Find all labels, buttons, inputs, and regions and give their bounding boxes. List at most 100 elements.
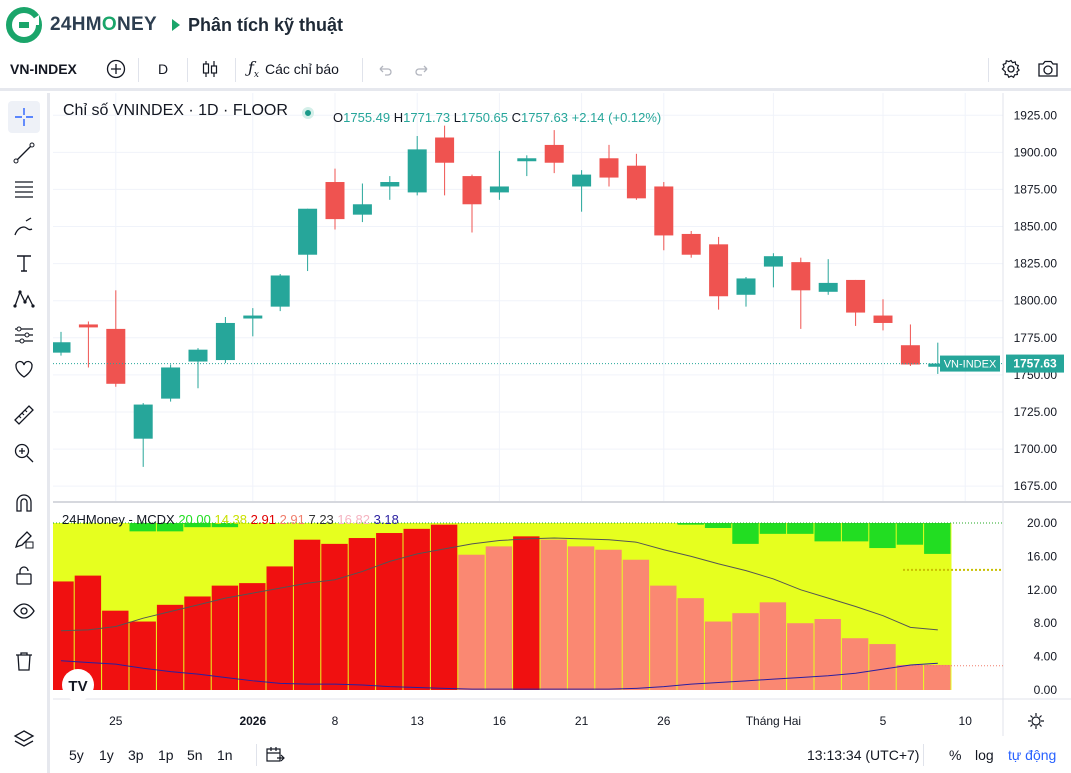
add-circle-icon bbox=[106, 59, 126, 79]
indicator-axis-label: 4.00 bbox=[1034, 650, 1058, 664]
indicator-legend: 24HMoney - MCDX 20.00 14.38 2.91 2.91 7.… bbox=[62, 512, 399, 527]
timezone-button[interactable]: 13:13:34 (UTC+7) bbox=[807, 747, 920, 763]
price-axis-label: 1675.00 bbox=[1014, 479, 1058, 493]
mcdx-red-bar bbox=[896, 664, 924, 690]
lock-all-tool[interactable] bbox=[10, 561, 38, 589]
go-to-date-button[interactable] bbox=[265, 746, 285, 767]
undo-icon bbox=[379, 65, 392, 76]
mcdx-green-bar bbox=[677, 523, 704, 525]
candle-body bbox=[243, 315, 263, 319]
crosshair-tool[interactable] bbox=[8, 101, 40, 133]
mcdx-green-bar bbox=[704, 523, 732, 529]
redo-icon bbox=[415, 65, 428, 76]
measure-tool[interactable] bbox=[10, 401, 38, 429]
time-axis-label: 13 bbox=[411, 714, 425, 728]
price-axis-label: 1850.00 bbox=[1014, 220, 1058, 234]
mcdx-red-bar bbox=[458, 554, 485, 690]
mcdx-red-bar bbox=[567, 546, 595, 690]
indicators-button[interactable]: ƒx Các chỉ báo bbox=[248, 50, 339, 88]
range-button-3p[interactable]: 3p bbox=[128, 747, 144, 763]
brand-text-a: 24HM bbox=[50, 14, 102, 35]
range-button-5n[interactable]: 5n bbox=[187, 747, 203, 763]
candle-body bbox=[106, 328, 126, 384]
candle-body bbox=[572, 174, 592, 187]
auto-scale-toggle[interactable]: tự động bbox=[1008, 747, 1057, 763]
price-axis-label: 1725.00 bbox=[1014, 405, 1058, 419]
remove-drawings-tool[interactable] bbox=[10, 647, 38, 675]
chart-type-button[interactable] bbox=[200, 50, 220, 88]
high-value: 1771.73 bbox=[403, 110, 451, 125]
candle-body bbox=[53, 342, 71, 353]
percent-toggle[interactable]: % bbox=[949, 747, 962, 763]
mcdx-green-bar bbox=[759, 523, 787, 534]
fib-tool[interactable] bbox=[10, 175, 38, 203]
lock-icon bbox=[16, 566, 32, 585]
range-button-1n[interactable]: 1n bbox=[217, 747, 233, 763]
candle-body bbox=[736, 278, 756, 295]
redo-button[interactable] bbox=[413, 50, 431, 88]
mcdx-red-bar bbox=[924, 664, 951, 690]
lock-drawing-tool[interactable] bbox=[10, 525, 38, 553]
candle-body bbox=[407, 149, 427, 193]
mcdx-green-bar bbox=[787, 523, 814, 534]
indicator-axis-label: 20.00 bbox=[1027, 516, 1057, 530]
camera-icon bbox=[1038, 60, 1058, 77]
hide-drawings-tool[interactable] bbox=[10, 597, 38, 625]
gear-icon bbox=[1001, 59, 1020, 79]
indicator-value: 7.23 bbox=[304, 512, 334, 527]
brand-logo-text: 24HMONEY bbox=[50, 14, 157, 36]
mcdx-red-bar bbox=[622, 559, 650, 690]
mcdx-green-bar bbox=[841, 523, 869, 542]
mcdx-green-bar bbox=[156, 523, 184, 532]
calendar-arrow-icon bbox=[266, 747, 285, 762]
mcdx-red-bar bbox=[293, 539, 321, 690]
mcdx-red-bar bbox=[266, 566, 293, 690]
bottom-divider bbox=[256, 744, 257, 766]
candle-body bbox=[846, 279, 866, 313]
pattern-tool[interactable] bbox=[10, 285, 38, 313]
screenshot-button[interactable] bbox=[1036, 50, 1060, 88]
brush-tool[interactable] bbox=[10, 213, 38, 241]
indicator-axis-label: 12.00 bbox=[1027, 583, 1057, 597]
low-value: 1750.65 bbox=[461, 110, 508, 125]
candle-body bbox=[763, 256, 783, 267]
candle-body bbox=[270, 275, 290, 307]
logo-icon[interactable] bbox=[6, 7, 42, 43]
magnet-icon bbox=[16, 494, 32, 512]
settings-button[interactable] bbox=[1000, 50, 1022, 88]
zoom-tool[interactable] bbox=[10, 439, 38, 467]
undo-button[interactable] bbox=[376, 50, 394, 88]
indicator-axis-label: 0.00 bbox=[1034, 683, 1058, 697]
mcdx-red-bar bbox=[732, 613, 759, 690]
mcdx-red-bar bbox=[650, 585, 677, 690]
interval-button[interactable]: D bbox=[158, 61, 169, 77]
candle-body bbox=[517, 158, 537, 162]
breadcrumb-arrow-icon bbox=[172, 19, 180, 31]
page-title: Phân tích kỹ thuật bbox=[188, 15, 344, 35]
pattern-icon bbox=[13, 290, 35, 308]
candles-icon bbox=[202, 61, 218, 77]
range-button-1p[interactable]: 1p bbox=[158, 747, 174, 763]
range-button-1y[interactable]: 1y bbox=[99, 747, 114, 763]
symbol-search-button[interactable]: VN-INDEX bbox=[10, 61, 77, 77]
chart-canvas[interactable]: TV 1925.00 1900.00 1875.00 1850.00 1825.00 180… bbox=[53, 93, 1071, 736]
mcdx-red-bar bbox=[540, 539, 567, 690]
time-axis-label: 25 bbox=[109, 714, 123, 728]
magnet-tool[interactable] bbox=[10, 489, 38, 517]
text-tool[interactable] bbox=[10, 249, 38, 277]
range-button-5y[interactable]: 5y bbox=[69, 747, 84, 763]
toolbar-divider bbox=[187, 58, 188, 82]
favorites-tool[interactable] bbox=[10, 355, 38, 383]
brand-text-b: NEY bbox=[116, 14, 157, 35]
mcdx-red-bar bbox=[787, 623, 814, 690]
mcdx-red-bar bbox=[513, 536, 540, 690]
candle-body bbox=[462, 176, 482, 205]
compare-symbol-button[interactable] bbox=[106, 50, 126, 88]
ohlc-legend: O1755.49 H1771.73 L1750.65 C1757.63 +2.1… bbox=[333, 110, 661, 125]
mcdx-red-bar bbox=[759, 602, 787, 690]
trend-line-tool[interactable] bbox=[10, 139, 38, 167]
candle-body bbox=[133, 404, 153, 439]
prediction-tool[interactable] bbox=[10, 321, 38, 349]
object-tree-tool[interactable] bbox=[10, 725, 38, 753]
log-toggle[interactable]: log bbox=[975, 747, 994, 763]
